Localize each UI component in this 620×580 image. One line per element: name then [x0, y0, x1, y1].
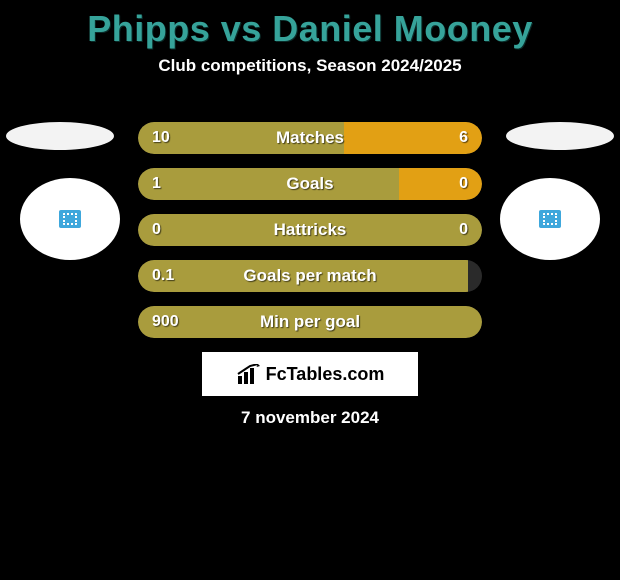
stat-value-left: 0.1 [152, 267, 174, 285]
flag-left [6, 122, 114, 150]
stat-row: 1 0 Goals [138, 168, 482, 200]
club-badge-right [500, 178, 600, 260]
brand-text: FcTables.com [266, 364, 385, 385]
flag-right [506, 122, 614, 150]
page-subtitle: Club competitions, Season 2024/2025 [0, 56, 620, 76]
stat-value-right: 0 [459, 221, 468, 239]
stat-label: Goals [286, 174, 333, 194]
club-badge-left [20, 178, 120, 260]
brand-chart-icon [236, 364, 262, 384]
stat-label: Matches [276, 128, 344, 148]
stat-bar-right [399, 168, 482, 200]
stat-label: Min per goal [260, 312, 360, 332]
branding-box: FcTables.com [202, 352, 418, 396]
stat-value-right: 6 [459, 129, 468, 147]
stat-row: 900 Min per goal [138, 306, 482, 338]
stat-value-right: 0 [459, 175, 468, 193]
page-title: Phipps vs Daniel Mooney [0, 0, 620, 50]
stat-value-left: 0 [152, 221, 161, 239]
stat-label: Goals per match [243, 266, 376, 286]
stat-bar-left [138, 168, 399, 200]
stat-value-left: 10 [152, 129, 170, 147]
stat-row: 0 0 Hattricks [138, 214, 482, 246]
date-label: 7 november 2024 [0, 408, 620, 428]
stat-row: 10 6 Matches [138, 122, 482, 154]
stat-row: 0.1 Goals per match [138, 260, 482, 292]
stat-label: Hattricks [274, 220, 347, 240]
stats-container: 106Matches10Goals00Hattricks0.1Goals per… [138, 122, 482, 338]
club-crest-icon [59, 210, 81, 228]
stat-value-left: 900 [152, 313, 179, 331]
stat-value-left: 1 [152, 175, 161, 193]
club-crest-icon [539, 210, 561, 228]
